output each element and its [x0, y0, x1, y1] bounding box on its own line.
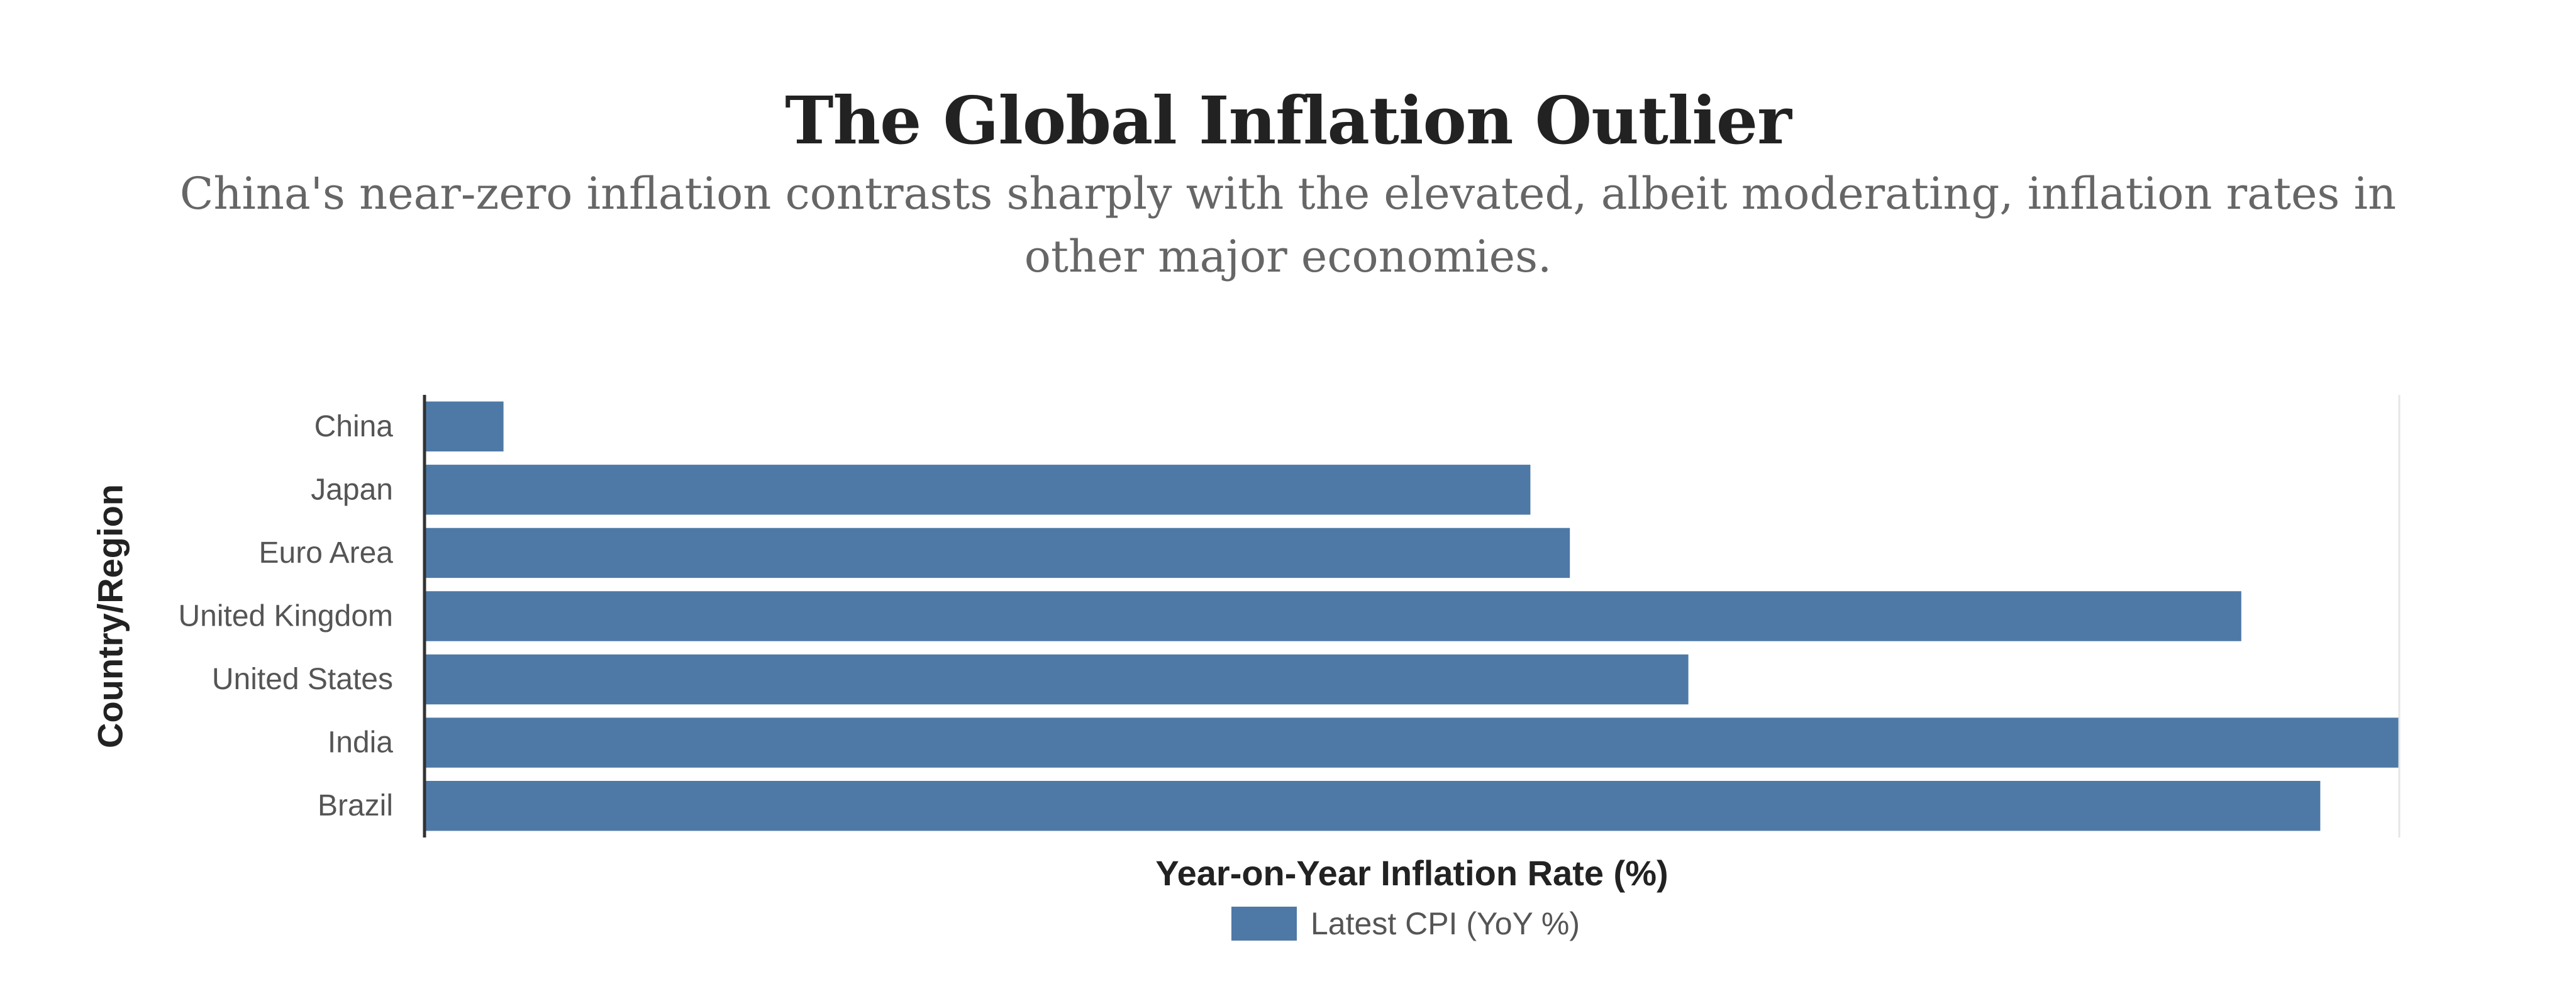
- y-tick-label: India: [328, 726, 393, 760]
- bars-group: [425, 401, 2399, 831]
- chart-subtitle: China's near-zero inflation contrasts sh…: [179, 168, 2397, 282]
- legend: Latest CPI (YoY %): [1231, 905, 1580, 942]
- y-tick-label: United States: [212, 663, 393, 696]
- bar-china: [425, 401, 504, 452]
- bar-united-states: [425, 654, 1689, 705]
- chart-title: The Global Inflation Outlier: [785, 82, 1792, 159]
- legend-label: Latest CPI (YoY %): [1311, 906, 1580, 941]
- y-axis-title: Country/Region: [91, 484, 130, 748]
- y-tick-label: United Kingdom: [178, 600, 393, 633]
- y-tick-label: China: [314, 410, 394, 443]
- y-tick-labels: China Japan Euro Area United Kingdom United …: [178, 410, 393, 822]
- y-tick-label: Euro Area: [259, 536, 394, 570]
- legend-swatch: [1231, 907, 1297, 941]
- y-tick-label: Japan: [311, 473, 393, 506]
- x-axis-title: Year-on-Year Inflation Rate (%): [1155, 853, 1668, 893]
- bar-euro-area: [425, 528, 1570, 578]
- bar-united-kingdom: [425, 591, 2241, 641]
- y-tick-label: Brazil: [318, 789, 393, 822]
- bar-japan: [425, 465, 1531, 515]
- bar-india: [425, 717, 2399, 768]
- bar-brazil: [425, 780, 2321, 831]
